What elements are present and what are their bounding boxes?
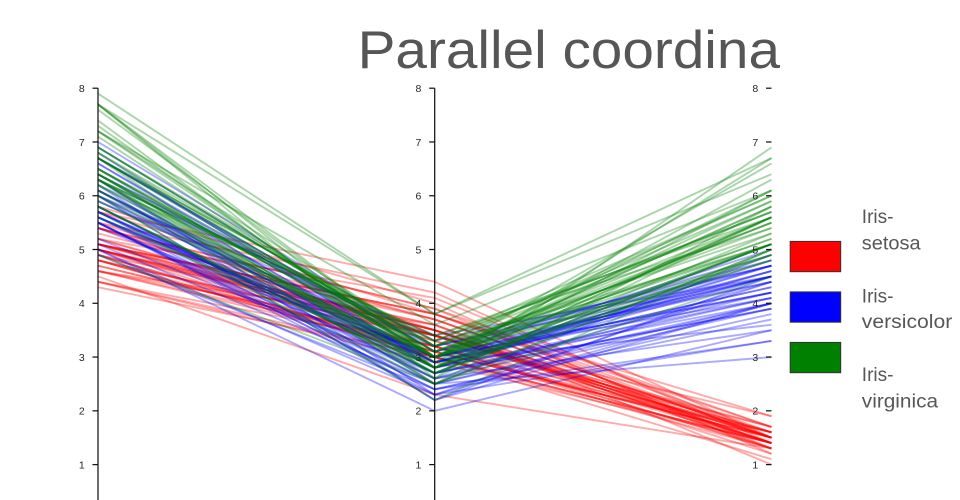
svg-text:2: 2 bbox=[752, 406, 758, 418]
svg-text:setosa: setosa bbox=[862, 233, 921, 254]
svg-text:Iris-: Iris- bbox=[862, 207, 894, 228]
svg-text:Parallel coordina: Parallel coordina bbox=[358, 21, 781, 80]
svg-text:4: 4 bbox=[79, 298, 85, 310]
svg-text:1: 1 bbox=[416, 459, 422, 471]
svg-text:5: 5 bbox=[416, 244, 422, 256]
svg-text:7: 7 bbox=[752, 137, 758, 149]
svg-text:virginica: virginica bbox=[862, 391, 939, 412]
svg-text:8: 8 bbox=[416, 83, 422, 95]
svg-text:5: 5 bbox=[752, 244, 758, 256]
svg-text:8: 8 bbox=[79, 83, 85, 95]
svg-text:3: 3 bbox=[79, 352, 85, 364]
svg-text:versicolor: versicolor bbox=[862, 312, 953, 333]
svg-text:1: 1 bbox=[752, 459, 758, 471]
svg-text:6: 6 bbox=[752, 191, 758, 203]
svg-text:8: 8 bbox=[752, 83, 758, 95]
svg-text:3: 3 bbox=[752, 352, 758, 364]
svg-text:2: 2 bbox=[416, 406, 422, 418]
svg-text:5: 5 bbox=[79, 244, 85, 256]
svg-text:1: 1 bbox=[79, 459, 85, 471]
svg-text:7: 7 bbox=[416, 137, 422, 149]
svg-text:4: 4 bbox=[416, 298, 422, 310]
svg-text:7: 7 bbox=[79, 137, 85, 149]
svg-text:4: 4 bbox=[752, 298, 758, 310]
svg-text:6: 6 bbox=[416, 191, 422, 203]
svg-text:2: 2 bbox=[79, 406, 85, 418]
svg-text:3: 3 bbox=[416, 352, 422, 364]
svg-text:Iris-: Iris- bbox=[862, 365, 894, 386]
svg-text:6: 6 bbox=[79, 191, 85, 203]
svg-text:Iris-: Iris- bbox=[862, 286, 894, 307]
